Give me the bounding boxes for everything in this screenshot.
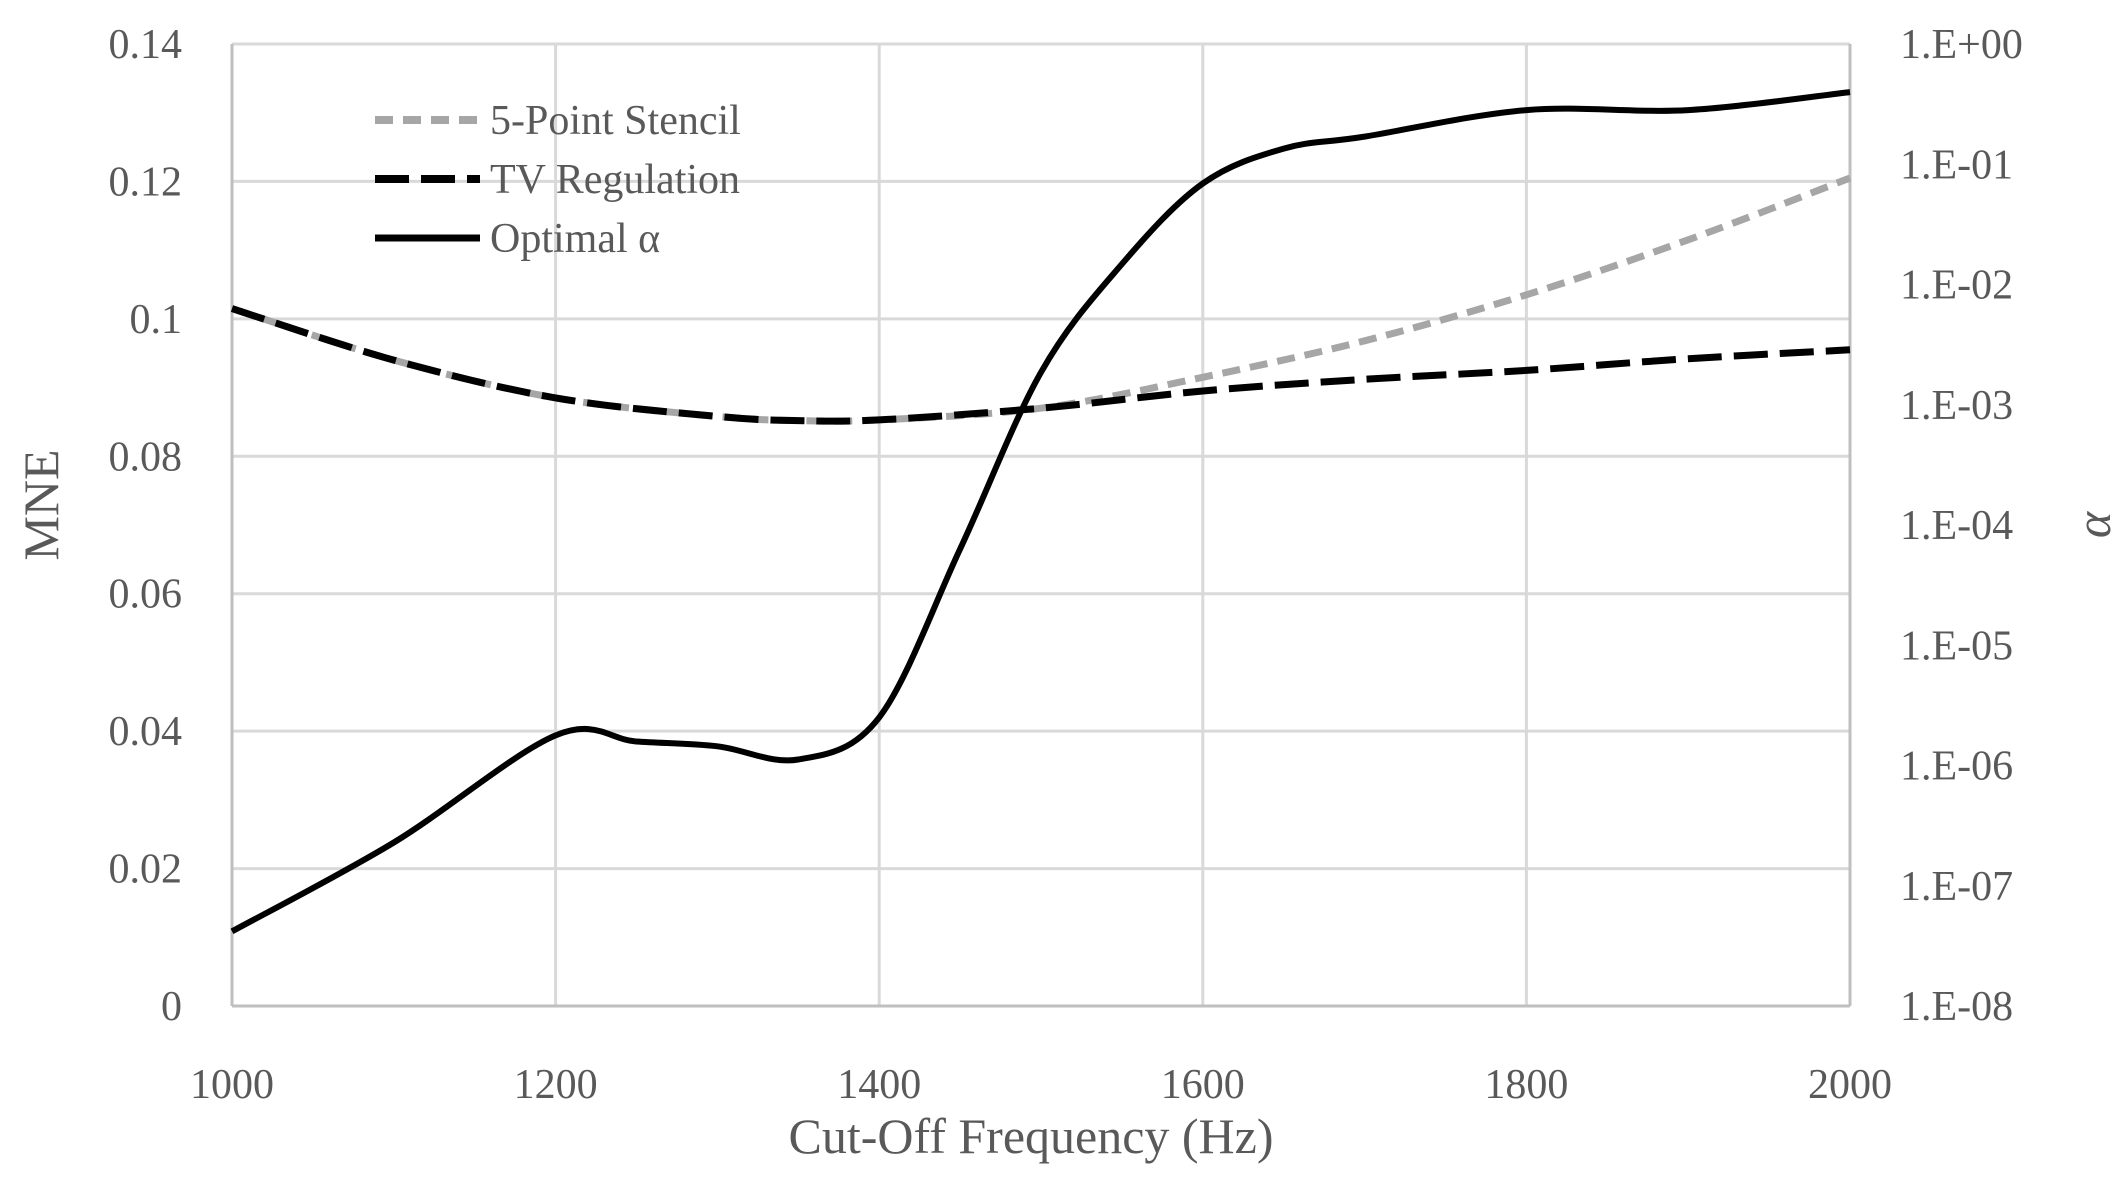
y-tick-label: 0.12	[109, 159, 183, 205]
y-tick-label: 0.04	[109, 709, 183, 755]
y2-tick-label: 1.E-06	[1900, 744, 2013, 790]
y-axis-title: MNE	[13, 449, 69, 560]
y2-tick-label: 1.E-03	[1900, 383, 2013, 429]
series-line-optimal	[230, 89, 1851, 935]
y-tick-label: 0.02	[109, 847, 183, 893]
series-line-tv-regulation	[230, 305, 1851, 425]
y-tick-label: 0.08	[109, 434, 183, 480]
x-tick-label: 2000	[1808, 1062, 1892, 1108]
axes	[230, 44, 1852, 1008]
y2-tick-label: 1.E-07	[1900, 864, 2013, 910]
series-lines	[230, 89, 1852, 935]
y-tick-label: 0	[161, 984, 182, 1030]
y2-tick-label: 1.E-01	[1900, 142, 2013, 188]
x-tick-label: 1000	[190, 1062, 274, 1108]
y2-tick-label: 1.E-08	[1900, 984, 2013, 1030]
legend: 5-Point Stencil TV Regulation Optimal α	[375, 98, 741, 262]
y-tick-label: 0.14	[109, 22, 183, 68]
x-tick-label: 1400	[837, 1062, 921, 1108]
x-tick-label: 1800	[1484, 1062, 1568, 1108]
y2-tick-label: 1.E-04	[1900, 503, 2013, 549]
y2-tick-label: 1.E-05	[1900, 623, 2013, 669]
y2-tick-label: 1.E+00	[1900, 22, 2023, 68]
tick-labels: 0 0.02 0.04 0.06 0.08 0.1 0.12 0.14 1000 1200 1400…	[109, 22, 2023, 1108]
x-axis-title: Cut-Off Frequency (Hz)	[788, 1108, 1273, 1164]
y2-axis-title: α	[2065, 510, 2121, 538]
y2-tick-label: 1.E-02	[1900, 263, 2013, 309]
legend-label-tv-regulation: TV Regulation	[490, 157, 740, 203]
y-tick-label: 0.1	[130, 297, 183, 343]
y-tick-label: 0.06	[109, 572, 183, 618]
legend-label-optimal-alpha: Optimal α	[490, 216, 660, 262]
x-tick-label: 1200	[514, 1062, 598, 1108]
x-tick-label: 1600	[1161, 1062, 1245, 1108]
legend-label-5-point-stencil: 5-Point Stencil	[490, 98, 741, 144]
